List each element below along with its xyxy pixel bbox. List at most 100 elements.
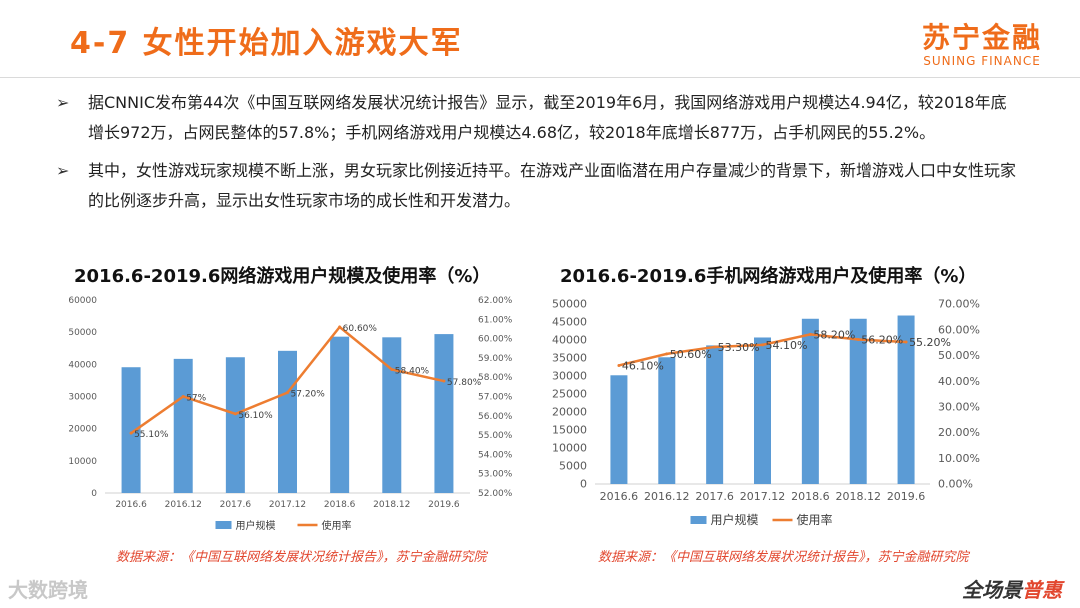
bar: [330, 336, 350, 493]
bullet-item: ➢ 其中，女性游戏玩家规模不断上涨，男女玩家比例接近持平。在游戏产业面临潜在用户…: [56, 156, 1016, 216]
y-left-tick-label: 45000: [552, 316, 587, 329]
bar: [434, 334, 454, 493]
data-label: 57.20%: [291, 390, 326, 400]
y-right-tick-label: 53.00%: [478, 470, 513, 480]
y-left-tick-label: 50000: [68, 328, 97, 338]
data-label: 57.80%: [447, 378, 482, 388]
x-tick-label: 2018.6: [324, 500, 356, 510]
y-left-tick-label: 0: [91, 489, 97, 499]
y-right-tick-label: 62.00%: [478, 296, 513, 306]
x-tick-label: 2017.6: [220, 500, 252, 510]
line-point: [904, 340, 908, 344]
y-right-tick-label: 0.00%: [938, 478, 973, 491]
y-right-tick-label: 61.00%: [478, 315, 513, 325]
arrow-bullet-icon: ➢: [56, 161, 70, 180]
bar: [658, 357, 676, 484]
data-label: 53.30%: [718, 341, 760, 354]
data-label: 54.10%: [766, 339, 808, 352]
data-label: 58.40%: [395, 366, 430, 376]
bar: [225, 357, 245, 493]
x-tick-label: 2016.12: [165, 500, 202, 510]
data-label: 46.10%: [622, 359, 664, 372]
y-right-tick-label: 70.00%: [938, 298, 980, 311]
legend-label-bar: 用户规模: [236, 519, 276, 532]
header-divider: [0, 77, 1080, 78]
bar: [849, 318, 867, 484]
watermark-right-accent: 普惠: [1022, 578, 1062, 602]
logo-cn: 苏宁金融: [921, 21, 1042, 54]
line-point: [233, 412, 237, 416]
source-note-right: 数据来源：《中国互联网络发展状况统计报告》，苏宁金融研究院: [598, 550, 969, 565]
y-right-tick-label: 50.00%: [938, 349, 980, 362]
arrow-bullet-icon: ➢: [56, 93, 70, 112]
bar: [754, 337, 771, 484]
chart-pc-games: 0 10000 20000 30000 40000 50000 60000 52.00% 53.…: [68, 296, 513, 532]
line-point: [390, 367, 394, 371]
bar: [173, 358, 193, 493]
x-tick-label: 2017.12: [740, 490, 786, 503]
data-label: 58.20%: [813, 328, 855, 341]
y-right-tick-label: 20.00%: [938, 426, 980, 439]
y-left-tick-label: 0: [580, 478, 587, 491]
data-label: 56.10%: [238, 411, 273, 421]
data-label: 55.20%: [909, 336, 951, 349]
y-left-tick-label: 40000: [68, 360, 97, 370]
bullet-text: 其中，女性游戏玩家规模不断上涨，男女玩家比例接近持平。在游戏产业面临潜在用户存量…: [88, 161, 1017, 210]
x-tick-label: 2019.6: [428, 500, 460, 510]
y-left-tick-label: 15000: [552, 424, 587, 437]
y-right-tick-label: 30.00%: [938, 401, 980, 414]
y-right-tick-label: 55.00%: [478, 431, 513, 441]
y-left-tick-label: 60000: [68, 296, 97, 306]
line-point: [713, 345, 717, 349]
logo: 苏宁金融 SUNING FINANCE: [922, 16, 1042, 68]
data-label: 60.60%: [343, 324, 378, 334]
y-left-tick-label: 20000: [68, 425, 97, 435]
data-label: 55.10%: [134, 430, 169, 440]
line-point: [665, 352, 669, 356]
y-left-tick-label: 20000: [552, 406, 587, 419]
line-point: [761, 343, 764, 347]
x-tick-label: 2018.12: [373, 500, 410, 510]
line-point: [129, 431, 133, 435]
legend-label-line: 使用率: [322, 519, 352, 532]
y-left-tick-label: 5000: [559, 460, 587, 473]
bar: [897, 315, 915, 484]
y-right-tick-label: 10.00%: [938, 452, 980, 465]
watermark-left: 大数跨境: [8, 578, 88, 602]
y-left-tick-label: 40000: [552, 334, 587, 347]
line-point: [856, 337, 860, 341]
watermark-right-main: 全场景: [962, 578, 1022, 602]
logo-en: SUNING FINANCE: [923, 54, 1041, 68]
x-tick-label: 2018.6: [791, 490, 830, 503]
x-tick-label: 2018.12: [835, 490, 881, 503]
x-tick-label: 2019.6: [887, 490, 926, 503]
bullet-text: 据CNNIC发布第44次《中国互联网络发展状况统计报告》显示，截至2019年6月…: [88, 93, 1007, 142]
bar: [706, 345, 724, 484]
x-tick-label: 2016.12: [644, 490, 690, 503]
bar: [382, 337, 402, 493]
chart-title-left: 2016.6-2019.6网络游戏用户规模及使用率（%）: [74, 266, 491, 287]
data-label: 57%: [186, 394, 206, 404]
bullet-item: ➢ 据CNNIC发布第44次《中国互联网络发展状况统计报告》显示，截至2019年…: [56, 88, 1016, 148]
bar: [121, 367, 141, 493]
x-tick-label: 2017.6: [695, 490, 734, 503]
line-point: [617, 363, 621, 367]
legend-label-bar: 用户规模: [711, 512, 759, 527]
x-tick-label: 2016.6: [115, 500, 147, 510]
watermark-right: 全场景普惠: [962, 574, 1062, 603]
legend-label-line: 使用率: [797, 512, 833, 527]
chart-title-right: 2016.6-2019.6手机网络游戏用户及使用率（%）: [560, 266, 977, 287]
line-point: [286, 391, 289, 395]
line-point: [338, 325, 342, 329]
y-right-tick-label: 56.00%: [478, 412, 513, 422]
y-left-tick-label: 30000: [552, 370, 587, 383]
page-title: 4-7 女性开始加入游戏大军: [70, 26, 463, 61]
y-right-tick-label: 60.00%: [938, 323, 980, 336]
y-left-tick-label: 10000: [552, 442, 587, 455]
y-right-tick-label: 54.00%: [478, 450, 513, 460]
bullet-list: ➢ 据CNNIC发布第44次《中国互联网络发展状况统计报告》显示，截至2019年…: [56, 88, 1016, 224]
bar: [610, 375, 628, 484]
y-right-tick-label: 58.00%: [478, 373, 513, 383]
legend-swatch-bar: [215, 521, 232, 529]
bar: [278, 350, 297, 493]
